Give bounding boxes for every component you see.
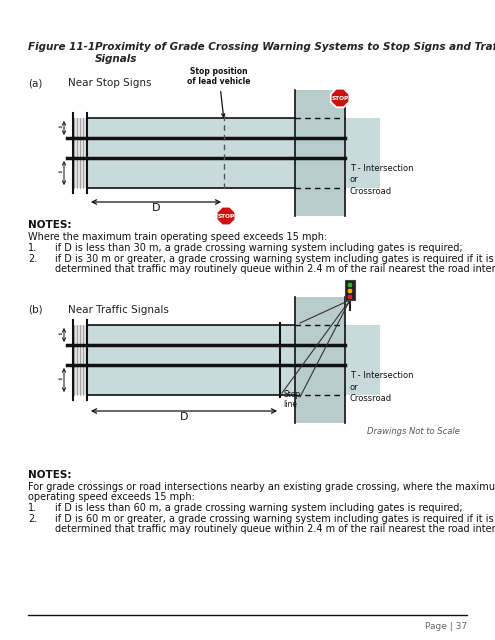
Text: **: ** bbox=[58, 333, 64, 337]
Bar bbox=[295, 297, 345, 423]
Text: (b): (b) bbox=[28, 305, 43, 315]
Bar bbox=[88, 118, 380, 188]
Text: T - Intersection
or
Crossroad: T - Intersection or Crossroad bbox=[350, 164, 413, 196]
Text: if D is 60 m or greater, a grade crossing warning system including gates is requ: if D is 60 m or greater, a grade crossin… bbox=[55, 514, 494, 524]
Text: Page | 37: Page | 37 bbox=[425, 622, 467, 631]
Text: 2.: 2. bbox=[28, 514, 37, 524]
Text: T - Intersection
or
Crossroad: T - Intersection or Crossroad bbox=[350, 371, 413, 403]
Text: **: ** bbox=[58, 170, 64, 175]
Text: Drawings Not to Scale: Drawings Not to Scale bbox=[367, 427, 460, 436]
Bar bbox=[72, 118, 88, 188]
Text: Stop
line: Stop line bbox=[283, 390, 300, 410]
Text: if D is less than 60 m, a grade crossing warning system including gates is requi: if D is less than 60 m, a grade crossing… bbox=[55, 503, 463, 513]
Polygon shape bbox=[217, 207, 235, 225]
FancyBboxPatch shape bbox=[345, 280, 355, 300]
Text: Figure 11-1: Figure 11-1 bbox=[28, 42, 95, 52]
Text: STOP: STOP bbox=[331, 95, 348, 100]
Text: determined that traffic may routinely queue within 2.4 m of the rail nearest the: determined that traffic may routinely qu… bbox=[55, 524, 495, 534]
Text: 1.: 1. bbox=[28, 503, 37, 513]
Bar bbox=[88, 325, 380, 395]
Text: determined that traffic may routinely queue within 2.4 m of the rail nearest the: determined that traffic may routinely qu… bbox=[55, 264, 495, 274]
Text: 1.: 1. bbox=[28, 243, 37, 253]
Text: NOTES:: NOTES: bbox=[28, 470, 71, 480]
Text: D: D bbox=[180, 412, 188, 422]
Circle shape bbox=[347, 294, 353, 300]
Text: D: D bbox=[152, 203, 160, 213]
Circle shape bbox=[347, 282, 353, 288]
Bar bbox=[72, 325, 88, 395]
Text: STOP: STOP bbox=[217, 214, 235, 218]
Text: if D is 30 m or greater, a grade crossing warning system including gates is requ: if D is 30 m or greater, a grade crossin… bbox=[55, 254, 494, 264]
Bar bbox=[295, 90, 345, 216]
Text: Proximity of Grade Crossing Warning Systems to Stop Signs and Traffic: Proximity of Grade Crossing Warning Syst… bbox=[95, 42, 495, 52]
Text: if D is less than 30 m, a grade crossing warning system including gates is requi: if D is less than 30 m, a grade crossing… bbox=[55, 243, 463, 253]
Text: Where the maximum train operating speed exceeds 15 mph:: Where the maximum train operating speed … bbox=[28, 232, 327, 242]
Text: (a): (a) bbox=[28, 78, 43, 88]
Text: Signals: Signals bbox=[95, 54, 138, 64]
Circle shape bbox=[347, 288, 353, 294]
Text: **: ** bbox=[58, 378, 64, 383]
Text: NOTES:: NOTES: bbox=[28, 220, 71, 230]
Text: Near Traffic Signals: Near Traffic Signals bbox=[68, 305, 169, 315]
Text: 2.: 2. bbox=[28, 254, 37, 264]
Polygon shape bbox=[331, 89, 349, 108]
Text: operating speed exceeds 15 mph:: operating speed exceeds 15 mph: bbox=[28, 492, 195, 502]
Text: Near Stop Signs: Near Stop Signs bbox=[68, 78, 151, 88]
Text: For grade crossings or road intersections nearby an existing grade crossing, whe: For grade crossings or road intersection… bbox=[28, 482, 495, 492]
Text: Stop position
of lead vehicle: Stop position of lead vehicle bbox=[187, 67, 251, 117]
Text: **: ** bbox=[58, 125, 64, 131]
